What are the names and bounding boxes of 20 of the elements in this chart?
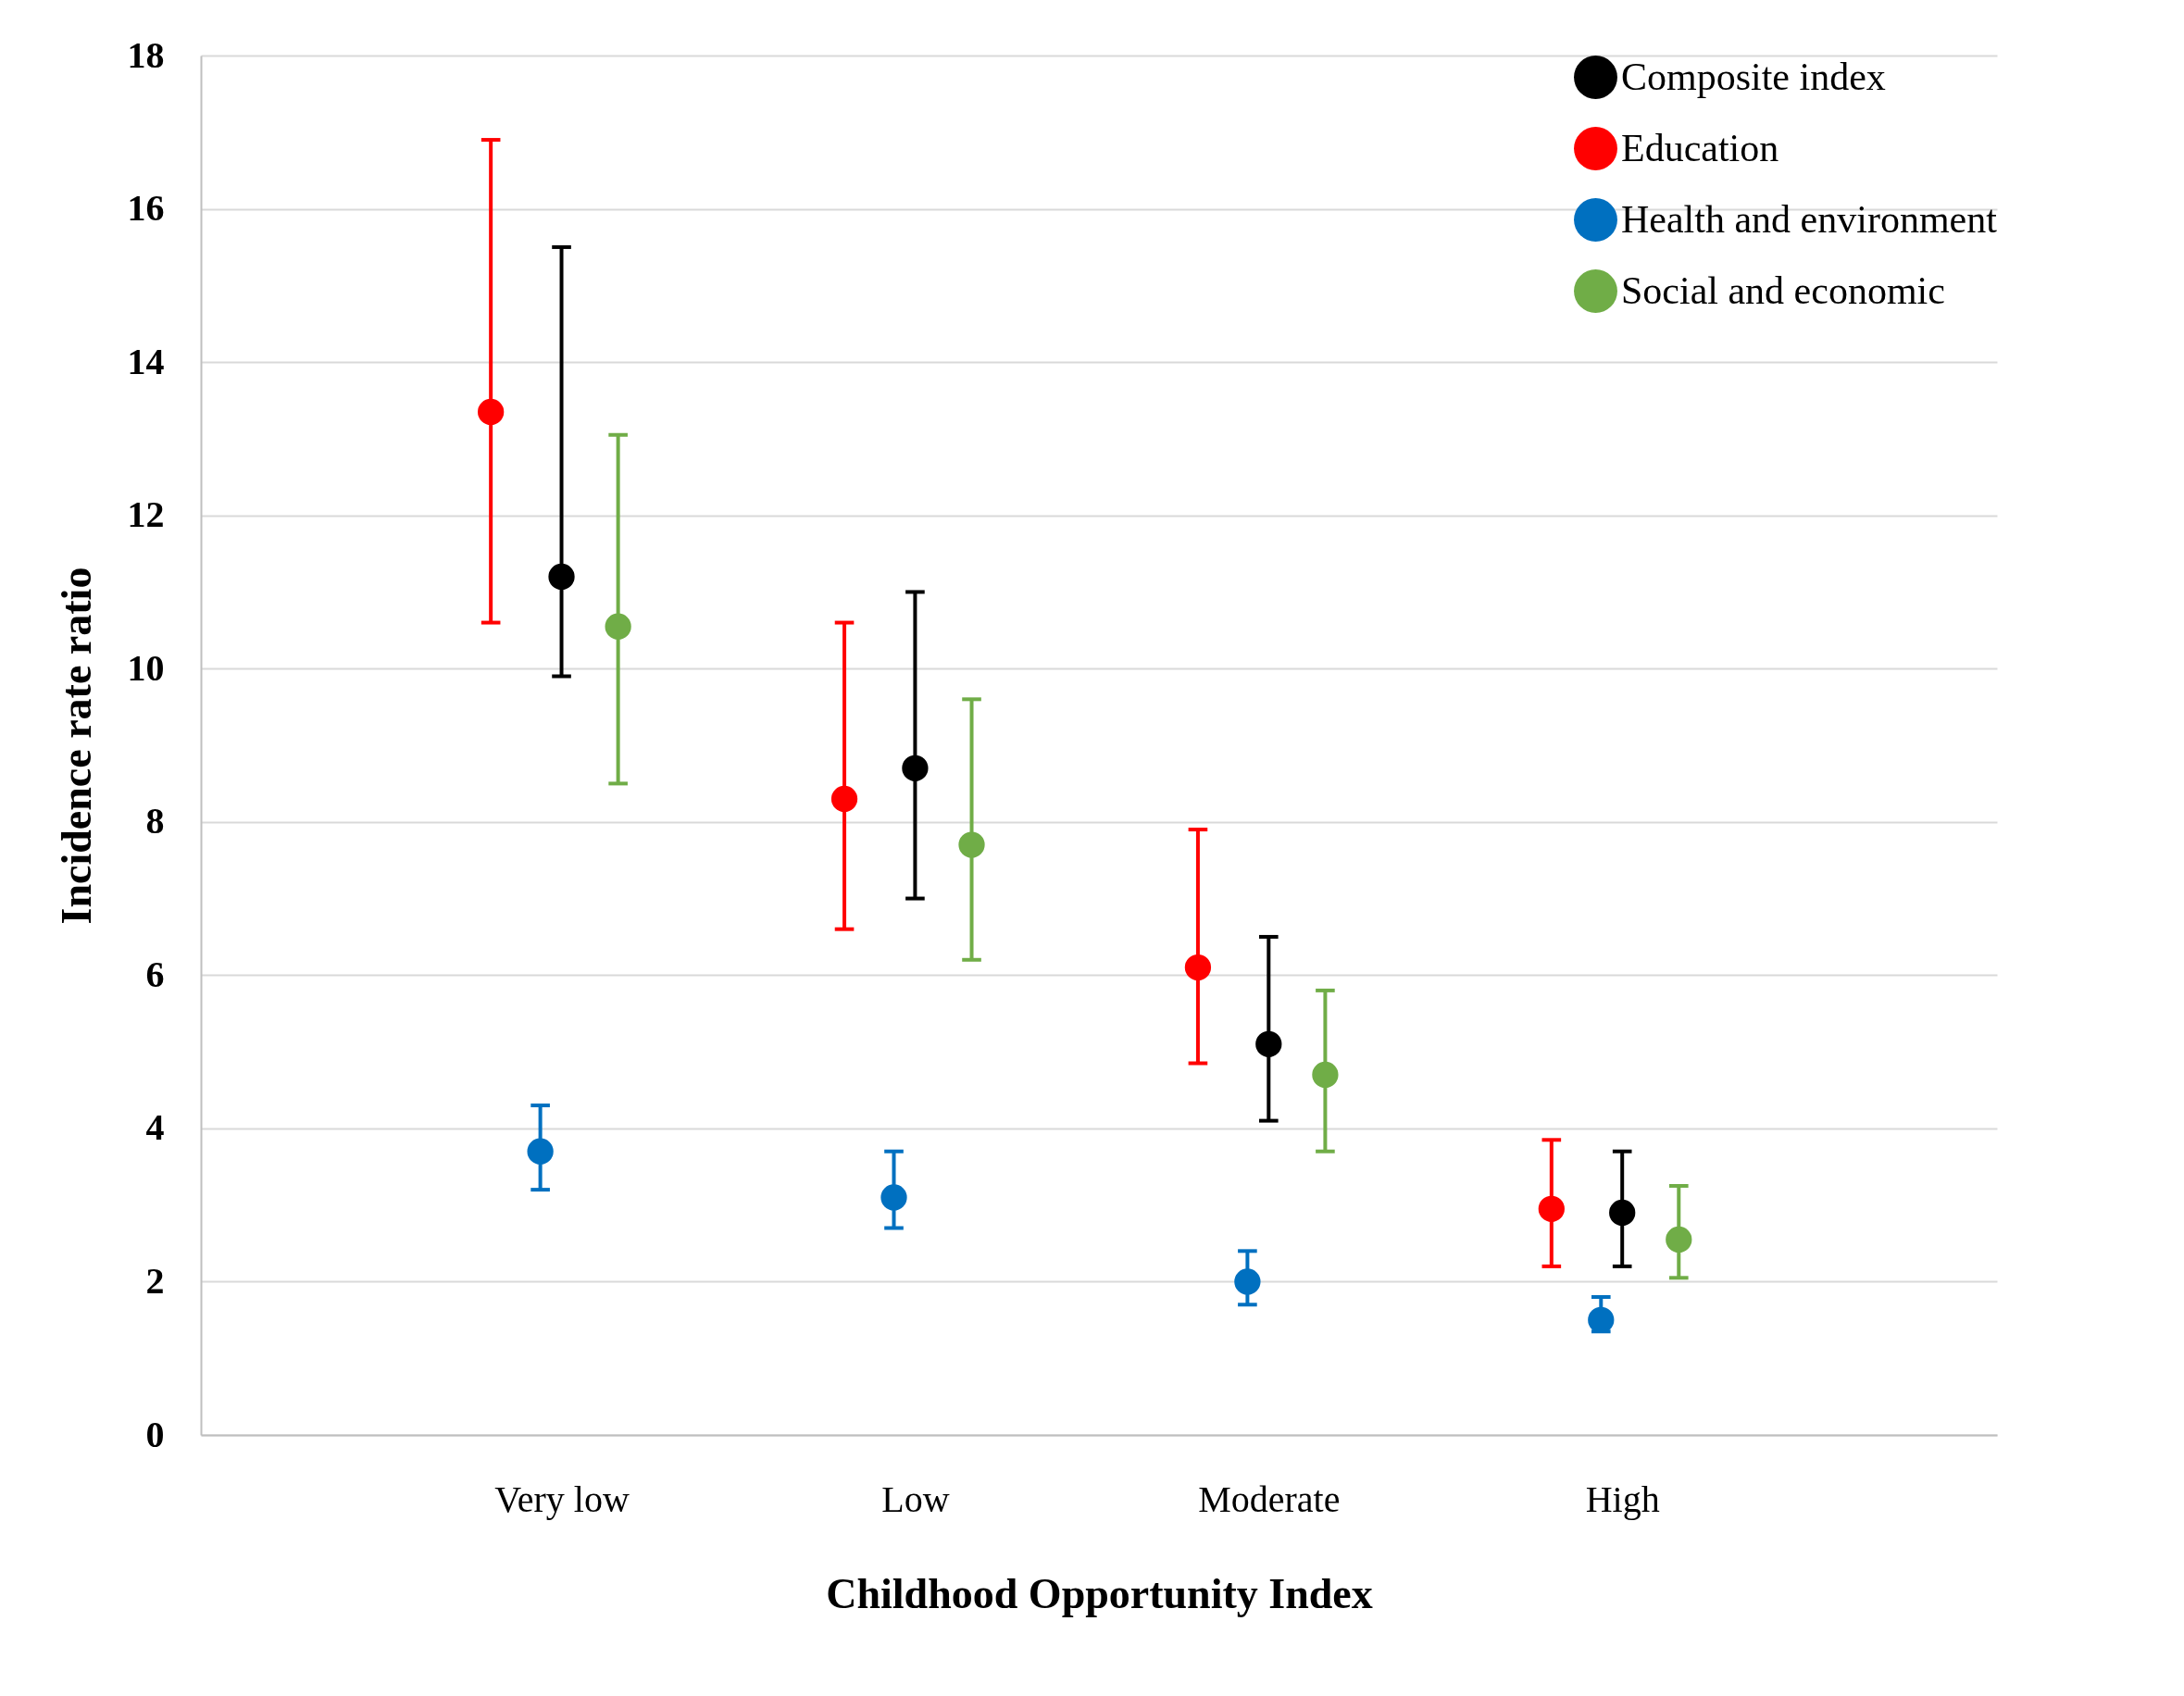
x-axis-title: Childhood Opportunity Index bbox=[826, 1569, 1373, 1617]
x-tick-label: Moderate bbox=[1198, 1478, 1341, 1520]
y-tick-label: 4 bbox=[145, 1106, 165, 1149]
y-tick-label: 6 bbox=[145, 953, 165, 995]
legend-label: Education bbox=[1621, 126, 1779, 169]
y-tick-label: 10 bbox=[127, 646, 165, 689]
legend-label: Composite index bbox=[1621, 55, 1886, 98]
y-tick-label: 16 bbox=[127, 187, 165, 230]
y-tick-label: 12 bbox=[127, 493, 165, 536]
y-tick-label: 2 bbox=[145, 1259, 165, 1302]
y-tick-label: 8 bbox=[145, 800, 165, 842]
x-tick-label: High bbox=[1585, 1478, 1660, 1520]
y-tick-label: 0 bbox=[145, 1413, 165, 1455]
x-tick-label: Low bbox=[881, 1478, 950, 1520]
y-tick-label: 14 bbox=[127, 340, 165, 382]
y-tick-label: 18 bbox=[127, 33, 165, 76]
legend-label: Social and economic bbox=[1621, 268, 1945, 312]
x-tick-label: Very low bbox=[494, 1478, 630, 1520]
legend-label: Health and environment bbox=[1621, 197, 1998, 241]
y-axis-title: Incidence rate ratio bbox=[52, 567, 100, 925]
